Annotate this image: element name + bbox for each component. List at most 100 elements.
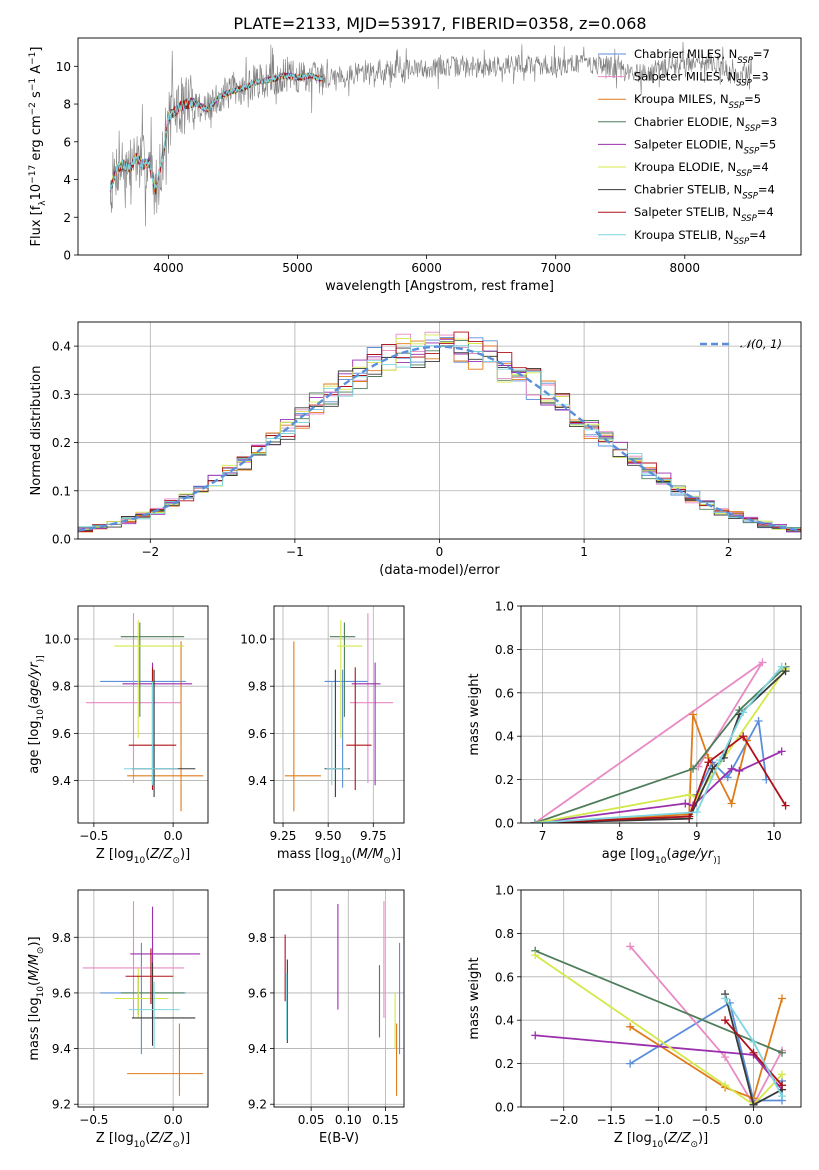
weight-age-marker-salpeter-stelib-3: [739, 732, 748, 741]
age-mass-ytick-label-3: 10.0: [240, 633, 267, 647]
weight-age-line-salpeter-elodie: [534, 750, 783, 823]
age-mass-plot-area: [284, 613, 394, 812]
age-Z-xtick-label-1: 0.0: [164, 829, 183, 843]
spectrum-xtick-label-3: 7000: [540, 261, 571, 275]
age-mass-xlabel: mass [log10(M/M⊙)]: [277, 847, 401, 866]
weight-age-ytick-label-4: 0.8: [495, 643, 514, 657]
weight-age-marker-kroupa-stelib-1: [692, 808, 701, 817]
weight-Z-marker-salpeter-miles-0: [626, 942, 635, 951]
residuals-ytick-label-2: 0.2: [52, 436, 71, 450]
weight-Z-marker-chabrier-stelib-1: [749, 1100, 758, 1107]
weight-Z-ytick-label-5: 1.0: [495, 884, 514, 898]
weight-Z-frame: [520, 889, 802, 1108]
mass-EBV-ytick-label-0: 9.2: [248, 1098, 267, 1112]
age-mass-ytick-label-0: 9.4: [248, 774, 267, 788]
spectrum-ytick-label-2: 4: [63, 173, 71, 187]
residuals-axes: −2 −1 0 1 2 0.0 0.1 0.2 0.3 0.4 (data-model)/error…: [29, 321, 802, 578]
weight-Z-ytick-label-3: 0.6: [495, 970, 514, 984]
weight-Z-marker-kroupa-elodie-1: [721, 1081, 730, 1090]
residuals-xtick-label-0: −2: [141, 545, 159, 559]
spectrum-xtick-label-0: 4000: [153, 261, 184, 275]
spectrum-xlabel: wavelength [Angstrom, rest frame]: [325, 279, 554, 294]
legend-label-salpeter-miles: Salpeter MILES, NSSP=3: [634, 70, 769, 89]
weight-Z-line-kroupa-miles: [629, 998, 783, 1100]
age-mass-xtick-label-1: 9.50: [315, 829, 342, 843]
weight-Z-plot-area: [531, 942, 787, 1107]
weight-Z-ytick-label-4: 0.8: [495, 927, 514, 941]
residuals-xtick-label-4: 2: [725, 545, 733, 559]
weight-age-marker-salpeter-stelib-4: [781, 801, 790, 810]
legend-label-kroupa-elodie: Kroupa ELODIE, NSSP=4: [634, 160, 769, 179]
age-Z-plot-area: [85, 613, 204, 812]
mass-EBV-frame: [273, 889, 405, 1108]
residuals-ylabel: Normed distribution: [29, 366, 44, 496]
weight-age-ytick-label-2: 0.4: [495, 730, 514, 744]
mass-EBV-ytick-label-1: 9.4: [248, 1042, 267, 1056]
weight-age-axes: 7 8 9 10 0.0 0.2 0.4 0.6 0.8 1.0 age [log10(age/yr…: [467, 600, 802, 866]
spectrum-model-kroupa-stelib: [109, 72, 324, 191]
age-Z-xlabel: Z [log10(Z/Z⊙)]: [96, 847, 190, 866]
weight-Z-xtick-label-3: −0.5: [692, 1113, 721, 1127]
legend-label-kroupa-miles: Kroupa MILES, NSSP=5: [634, 92, 761, 111]
spectrum-xtick-label-1: 5000: [282, 261, 313, 275]
weight-Z-marker-chabrier-elodie-1: [778, 1048, 787, 1057]
weight-age-marker-salpeter-elodie-4: [735, 766, 744, 775]
age-Z-ytick-label-0: 9.4: [52, 774, 71, 788]
weight-age-marker-kroupa-miles-4: [727, 799, 736, 808]
weight-age-marker-chabrier-miles-4: [723, 773, 732, 782]
residuals-ytick-label-3: 0.3: [52, 388, 71, 402]
mass-EBV-xlabel: E(B-V): [319, 1131, 359, 1146]
residuals-xtick-label-1: −1: [286, 545, 304, 559]
legend-label-normal: 𝒩(0, 1): [740, 337, 782, 351]
spectrum-xtick-label-2: 6000: [411, 261, 442, 275]
weight-age-xlabel: age [log10(age/yr)]: [602, 847, 720, 866]
mass-Z-ylabel: mass [log10(M/M⊙)]: [27, 936, 46, 1060]
mass-EBV-ytick-label-2: 9.6: [248, 986, 267, 1000]
normal-curve: [78, 345, 801, 532]
mass-Z-ytick-label-3: 9.8: [52, 931, 71, 945]
spectrum-ytick-label-0: 0: [63, 249, 71, 263]
mass-Z-xtick-label-0: −0.5: [79, 1113, 108, 1127]
weight-Z-marker-kroupa-elodie-3: [778, 1070, 787, 1079]
age-mass-xtick-label-2: 9.75: [360, 829, 387, 843]
age-Z-axes: −0.5 0.0 9.4 9.6 9.8 10.0 Z [log10(Z/Z⊙)] age […: [27, 605, 209, 866]
weight-age-marker-chabrier-miles-5: [754, 717, 763, 726]
weight-age-marker-chabrier-stelib-5: [781, 667, 790, 676]
mass-EBV-xtick-label-0: 0.05: [298, 1113, 325, 1127]
mass-EBV-ytick-label-3: 9.8: [248, 931, 267, 945]
age-Z-frame: [77, 605, 209, 824]
age-mass-frame: [273, 605, 405, 824]
figure-title: PLATE=2133, MJD=53917, FIBERID=0358, z=0…: [233, 14, 646, 33]
legend-label-chabrier-stelib: Chabrier STELIB, NSSP=4: [634, 183, 775, 202]
weight-Z-marker-kroupa-miles-0: [626, 1022, 635, 1031]
legend-label-chabrier-miles: Chabrier MILES, NSSP=7: [634, 47, 770, 66]
weight-Z-line-kroupa-elodie: [534, 954, 783, 1106]
residuals-ytick-label-1: 0.1: [52, 484, 71, 498]
weight-Z-marker-salpeter-stelib-2: [778, 1081, 787, 1090]
mass-Z-ytick-label-0: 9.2: [52, 1098, 71, 1112]
residuals-xtick-label-2: 0: [436, 545, 444, 559]
weight-age-marker-salpeter-miles-1: [758, 658, 767, 667]
weight-Z-xtick-label-2: −1.0: [644, 1113, 673, 1127]
weight-age-line-kroupa-elodie: [534, 668, 787, 823]
weight-Z-marker-kroupa-stelib-0: [721, 994, 730, 1003]
weight-age-marker-kroupa-elodie-1: [685, 790, 694, 799]
weight-age-marker-chabrier-stelib-2: [708, 764, 717, 773]
weight-age-marker-chabrier-elodie-1: [689, 764, 698, 773]
mass-Z-axes: −0.5 0.0 9.2 9.4 9.6 9.8 Z [log10(Z/Z⊙)] mass […: [27, 889, 209, 1150]
age-Z-ytick-label-3: 10.0: [44, 633, 71, 647]
weight-age-xtick-label-1: 8: [616, 829, 624, 843]
spectrum-ytick-label-3: 6: [63, 135, 71, 149]
mass-Z-frame: [77, 889, 209, 1108]
weight-Z-axes: −2.0 −1.5 −1.0 −0.5 0.0 0.0 0.2 0.4 0.6 0.8 1.0 Z […: [467, 884, 802, 1150]
spectrum-plot-area: [109, 41, 752, 227]
weight-Z-marker-salpeter-stelib-1: [749, 1048, 758, 1057]
residuals-xlabel: (data-model)/error: [379, 563, 500, 578]
spectrum-xtick-label-4: 8000: [670, 261, 701, 275]
spectrum-axes: 4000 5000 6000 7000 8000 0 2 4 6 8 10 wavelength [A…: [28, 37, 802, 294]
weight-age-marker-salpeter-stelib-1: [685, 812, 694, 821]
mass-Z-plot-area: [82, 901, 204, 1096]
age-Z-xtick-label-0: −0.5: [79, 829, 108, 843]
weight-age-ytick-label-5: 1.0: [495, 600, 514, 614]
